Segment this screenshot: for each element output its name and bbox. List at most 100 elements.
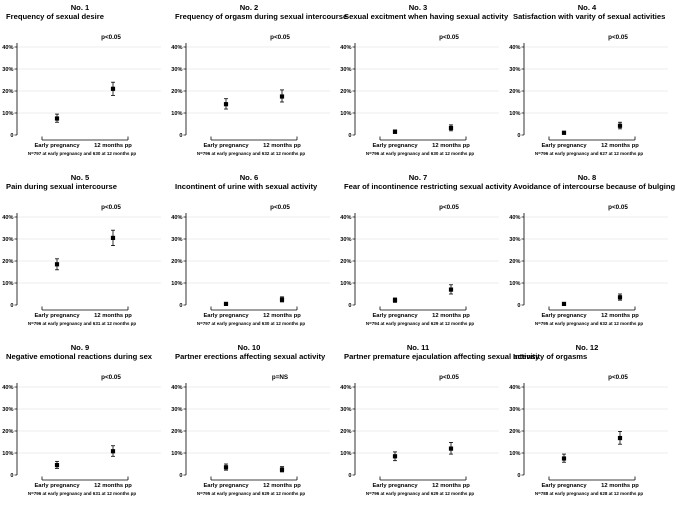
panel-title: Frequency of sexual desire bbox=[6, 12, 104, 21]
y-tick-label: 40% bbox=[171, 45, 182, 51]
sample-size-note: N=797 at early pregnancy and 630 at 12 m… bbox=[28, 151, 136, 156]
data-point bbox=[617, 435, 623, 441]
panel-number: No. 6 bbox=[240, 173, 259, 182]
data-point bbox=[392, 454, 398, 459]
panel-title: Partner erections affecting sexual activ… bbox=[175, 352, 326, 361]
category-label: Early pregnancy bbox=[34, 313, 80, 319]
y-tick-label: 0 bbox=[179, 303, 182, 309]
y-tick-label: 30% bbox=[171, 237, 182, 243]
y-tick-label: 0 bbox=[179, 473, 182, 479]
data-point bbox=[448, 446, 454, 451]
category-label: Early pregnancy bbox=[541, 483, 587, 489]
y-tick-label: 30% bbox=[340, 407, 351, 413]
y-tick-label: 40% bbox=[171, 385, 182, 391]
y-tick-label: 0 bbox=[517, 303, 520, 309]
y-tick-label: 30% bbox=[171, 67, 182, 73]
y-tick-label: 20% bbox=[171, 89, 182, 95]
y-tick-label: 40% bbox=[2, 215, 13, 221]
p-value: p<0.05 bbox=[439, 34, 459, 41]
category-label: Early pregnancy bbox=[203, 313, 249, 319]
category-label: 12 months pp bbox=[432, 313, 470, 319]
sample-size-note: N=796 at early pregnancy and 632 at 12 m… bbox=[197, 151, 305, 156]
y-tick-label: 10% bbox=[509, 111, 520, 117]
y-tick-label: 20% bbox=[171, 259, 182, 265]
data-point bbox=[279, 297, 285, 302]
p-value: p<0.05 bbox=[101, 374, 121, 381]
y-tick-label: 30% bbox=[2, 67, 13, 73]
y-tick-label: 10% bbox=[509, 451, 520, 457]
y-tick-label: 20% bbox=[2, 259, 13, 265]
category-label: 12 months pp bbox=[263, 483, 301, 489]
p-value: p<0.05 bbox=[270, 34, 290, 41]
panel-number: No. 8 bbox=[578, 173, 597, 182]
sample-size-note: N=788 at early pregnancy and 628 at 12 m… bbox=[535, 491, 643, 496]
category-label: Early pregnancy bbox=[541, 313, 587, 319]
y-tick-label: 0 bbox=[179, 133, 182, 139]
panel-number: No. 1 bbox=[71, 3, 90, 12]
panel-title: Pain during sexual intercourse bbox=[6, 182, 117, 191]
category-label: Early pregnancy bbox=[203, 143, 249, 149]
p-value: p<0.05 bbox=[608, 374, 628, 381]
y-tick-label: 10% bbox=[171, 111, 182, 117]
category-label: 12 months pp bbox=[601, 483, 639, 489]
y-tick-label: 40% bbox=[340, 215, 351, 221]
y-tick-label: 0 bbox=[517, 473, 520, 479]
sample-size-note: N=797 at early pregnancy and 630 at 12 m… bbox=[197, 321, 305, 326]
y-tick-label: 0 bbox=[10, 473, 13, 479]
sample-size-note: N=795 at early pregnancy and 632 at 12 m… bbox=[535, 321, 643, 326]
y-tick-label: 40% bbox=[171, 215, 182, 221]
panel-title: Incontinent of urine with sexual activit… bbox=[175, 182, 318, 191]
data-point bbox=[448, 125, 454, 131]
y-tick-label: 20% bbox=[2, 429, 13, 435]
sample-size-note: N=796 at early pregnancy and 630 at 12 m… bbox=[366, 151, 474, 156]
sample-size-note: N=796 at early pregnancy and 631 at 12 m… bbox=[28, 491, 136, 496]
panel-title: Frequency of orgasm during sexual interc… bbox=[175, 12, 347, 21]
y-tick-label: 10% bbox=[509, 281, 520, 287]
category-label: 12 months pp bbox=[263, 313, 301, 319]
p-value: p<0.05 bbox=[270, 204, 290, 211]
y-tick-label: 0 bbox=[10, 133, 13, 139]
y-tick-label: 0 bbox=[517, 133, 520, 139]
panel-number: No. 2 bbox=[240, 3, 259, 12]
y-tick-label: 40% bbox=[2, 385, 13, 391]
p-value: p<0.05 bbox=[101, 204, 121, 211]
p-value: p<0.05 bbox=[439, 204, 459, 211]
panel-title: Fear of incontinence restricting sexual … bbox=[344, 182, 512, 191]
category-label: Early pregnancy bbox=[372, 483, 418, 489]
y-tick-label: 20% bbox=[340, 259, 351, 265]
data-point bbox=[392, 129, 398, 134]
category-label: 12 months pp bbox=[601, 143, 639, 149]
y-tick-label: 40% bbox=[340, 45, 351, 51]
p-value: p<0.05 bbox=[608, 204, 628, 211]
data-point bbox=[223, 102, 229, 107]
panel-title: Avoidance of intercourse because of bulg… bbox=[513, 182, 676, 191]
y-tick-label: 0 bbox=[348, 473, 351, 479]
y-tick-label: 10% bbox=[171, 281, 182, 287]
panel-number: No. 5 bbox=[71, 173, 90, 182]
y-tick-label: 40% bbox=[340, 385, 351, 391]
y-tick-label: 10% bbox=[2, 451, 13, 457]
panel-number: No. 9 bbox=[71, 343, 90, 352]
data-point bbox=[561, 301, 567, 306]
category-label: 12 months pp bbox=[263, 143, 301, 149]
sample-size-note: N=796 at early pregnancy and 627 at 12 m… bbox=[535, 151, 643, 156]
y-tick-label: 30% bbox=[340, 67, 351, 73]
category-label: Early pregnancy bbox=[34, 143, 80, 149]
category-label: 12 months pp bbox=[94, 143, 132, 149]
y-tick-label: 10% bbox=[340, 281, 351, 287]
data-point bbox=[110, 449, 116, 454]
category-label: 12 months pp bbox=[432, 483, 470, 489]
sample-size-note: N=795 at early pregnancy and 629 at 12 m… bbox=[197, 491, 305, 496]
data-point bbox=[223, 301, 229, 306]
